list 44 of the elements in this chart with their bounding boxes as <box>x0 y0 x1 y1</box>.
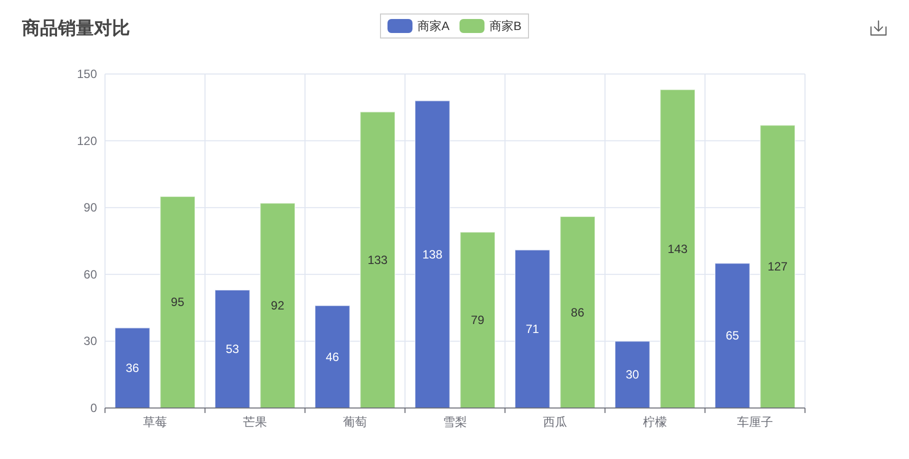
x-tick-label: 葡萄 <box>343 415 367 429</box>
bar <box>660 89 696 408</box>
data-label: 30 <box>626 368 640 382</box>
bar <box>260 202 296 408</box>
bar <box>460 232 496 408</box>
legend-label: 商家A <box>417 19 450 33</box>
data-label: 86 <box>570 305 585 320</box>
y-tick-label: 90 <box>84 200 98 215</box>
legend-label: 商家B <box>490 19 522 33</box>
bar <box>160 196 196 408</box>
x-tick-label: 草莓 <box>143 415 167 429</box>
data-label: 79 <box>470 313 485 328</box>
y-tick-label: 150 <box>76 67 98 81</box>
x-tick-label: 柠檬 <box>643 415 667 429</box>
y-tick-label: 30 <box>84 334 98 348</box>
data-label: 46 <box>326 350 340 364</box>
data-label: 143 <box>668 242 688 256</box>
y-tick-label: 120 <box>76 134 98 148</box>
bar <box>214 289 250 408</box>
data-label: 92 <box>270 298 285 313</box>
data-label: 138 <box>422 247 443 262</box>
bar <box>560 216 596 408</box>
data-label: 36 <box>126 360 140 375</box>
y-tick-label: 0 <box>90 401 98 415</box>
bar <box>414 100 450 408</box>
bar <box>514 249 550 408</box>
bar <box>714 262 750 408</box>
bar <box>614 340 650 408</box>
y-tick-label: 60 <box>84 267 98 282</box>
data-label: 53 <box>226 342 240 356</box>
bar <box>114 327 150 408</box>
x-tick-label: 雪梨 <box>443 415 467 429</box>
data-label: 95 <box>170 295 185 310</box>
data-label: 65 <box>726 328 740 343</box>
data-label: 127 <box>768 260 788 274</box>
title: 商品销量对比 <box>22 18 130 38</box>
data-label: 133 <box>368 252 388 267</box>
data-label: 71 <box>526 322 540 336</box>
x-tick-label: 车厘子 <box>737 415 773 429</box>
bar <box>760 124 796 408</box>
bar <box>314 305 350 408</box>
x-tick-label: 芒果 <box>243 415 267 429</box>
bar <box>360 111 396 408</box>
x-tick-label: 西瓜 <box>543 415 567 429</box>
